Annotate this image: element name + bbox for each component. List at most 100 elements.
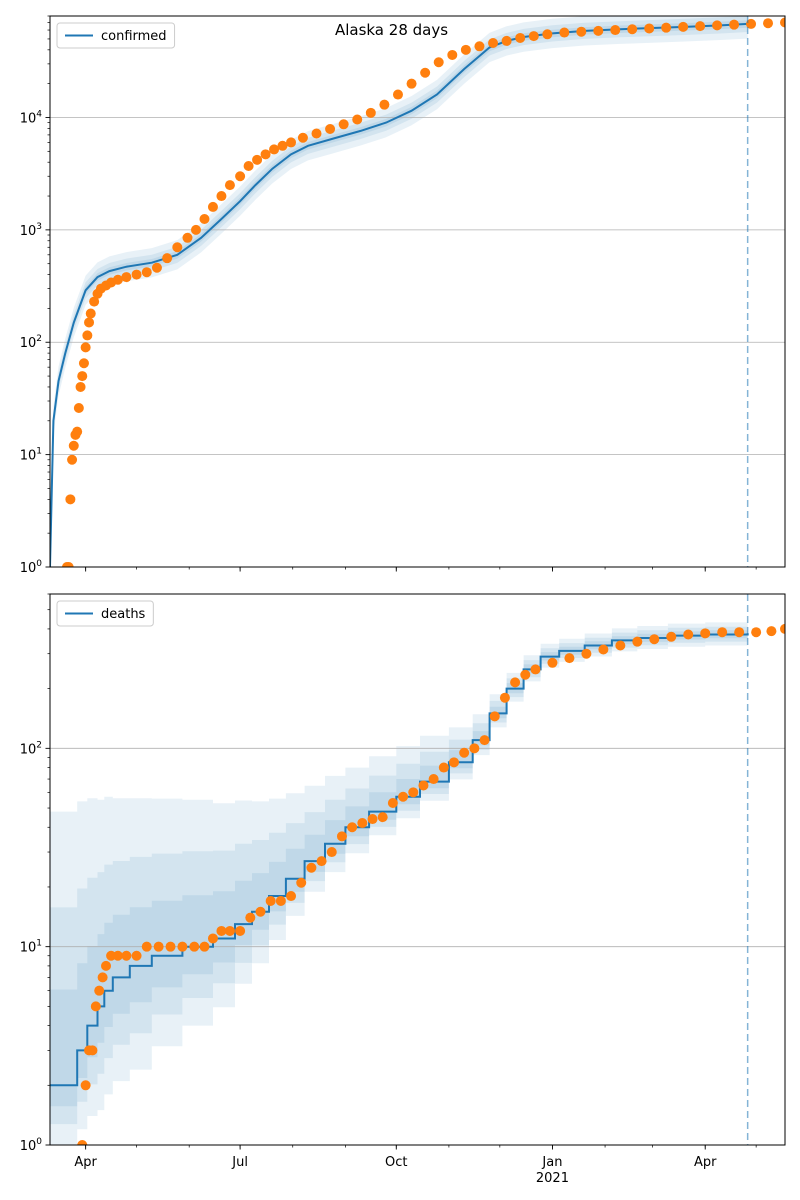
x-tick-label: Apr — [694, 1155, 717, 1170]
observed-point — [72, 426, 83, 437]
observed-point — [365, 107, 376, 118]
observed-point — [460, 44, 471, 55]
legend-label-deaths: deaths — [101, 607, 146, 622]
confirmed-gridlines — [50, 117, 785, 456]
chart-title: Alaska 28 days — [335, 21, 448, 39]
observed-point — [661, 22, 672, 33]
observed-point — [488, 38, 499, 49]
observed-point — [357, 818, 368, 829]
observed-point — [77, 371, 88, 382]
observed-point — [666, 631, 677, 642]
observed-point — [387, 798, 398, 809]
observed-point — [515, 32, 526, 43]
observed-point — [581, 648, 592, 659]
observed-point — [63, 562, 74, 567]
observed-point — [610, 25, 621, 36]
x-tick-label: Jul — [231, 1155, 248, 1170]
deaths-y-axis: 100 101 102 — [20, 593, 50, 1154]
observed-point — [729, 19, 740, 30]
y-tick-label: 101 — [20, 447, 42, 464]
legend-box — [56, 600, 154, 627]
observed-point — [338, 119, 349, 130]
observed-point — [162, 253, 173, 264]
observed-point — [751, 627, 762, 638]
x-tick-label: Oct — [385, 1155, 407, 1170]
observed-point — [448, 757, 459, 768]
observed-point — [252, 154, 263, 165]
observed-point — [77, 1140, 88, 1145]
observed-point — [141, 267, 152, 278]
y-tick-label: 101 — [20, 939, 42, 956]
observed-point — [87, 1045, 98, 1056]
observed-point — [678, 21, 689, 32]
observed-point — [121, 950, 132, 961]
confirmed-uncertainty-bands — [50, 16, 748, 567]
y-tick-label: 103 — [20, 222, 42, 239]
y-tick-label: 102 — [20, 740, 42, 757]
observed-point — [398, 791, 409, 802]
observed-point — [85, 308, 96, 319]
observed-point — [700, 628, 711, 639]
observed-point — [260, 149, 271, 160]
observed-point — [627, 24, 638, 35]
observed-point — [286, 891, 297, 902]
observed-point — [286, 137, 297, 148]
observed-point — [269, 144, 280, 155]
observed-point — [576, 26, 587, 37]
observed-point — [420, 67, 431, 78]
confirmed-y-axis: 100 101 102 103 104 — [20, 15, 50, 576]
observed-point — [189, 941, 200, 952]
observed-point — [528, 31, 539, 42]
observed-point — [479, 735, 490, 746]
observed-point — [447, 49, 458, 60]
observed-point — [141, 941, 152, 952]
observed-point — [235, 171, 246, 182]
observed-point — [243, 161, 254, 172]
observed-point — [190, 224, 201, 235]
observed-point — [615, 640, 626, 651]
observed-point — [224, 925, 235, 936]
observed-point — [80, 1080, 91, 1091]
observed-point — [520, 669, 531, 680]
observed-point — [199, 941, 210, 952]
observed-point — [82, 330, 93, 341]
observed-point — [325, 123, 336, 134]
observed-point — [311, 128, 322, 139]
observed-point — [598, 644, 609, 655]
y-tick-label: 100 — [20, 559, 43, 576]
observed-point — [469, 743, 480, 754]
confirmed-panel: 100 101 102 103 104 Alaska 28 days confirmed — [20, 15, 786, 576]
deaths-legend: deaths — [56, 600, 154, 627]
observed-point — [306, 862, 317, 873]
observed-point — [695, 21, 706, 32]
observed-point — [717, 627, 728, 638]
observed-point — [408, 787, 419, 798]
observed-point — [199, 213, 210, 224]
observed-point — [352, 114, 363, 125]
observed-point — [542, 29, 553, 40]
observed-point — [277, 140, 288, 151]
observed-point — [153, 941, 164, 952]
observed-point — [459, 747, 470, 758]
observed-point — [112, 950, 123, 961]
observed-point — [73, 402, 84, 413]
observed-point — [207, 933, 218, 944]
observed-point — [101, 960, 112, 971]
observed-point — [559, 27, 570, 38]
uncertainty-band — [50, 621, 748, 1145]
observed-point — [489, 711, 500, 722]
observed-point — [474, 41, 485, 52]
observed-point — [530, 664, 541, 675]
observed-point — [510, 677, 521, 688]
observed-point — [766, 626, 777, 637]
uncertainty-band — [50, 625, 748, 1125]
confirmed-observed-points — [61, 17, 785, 567]
observed-point — [182, 232, 193, 243]
observed-point — [112, 274, 123, 285]
observed-point — [131, 269, 142, 280]
legend-label-confirmed: confirmed — [101, 29, 167, 44]
observed-point — [275, 895, 286, 906]
